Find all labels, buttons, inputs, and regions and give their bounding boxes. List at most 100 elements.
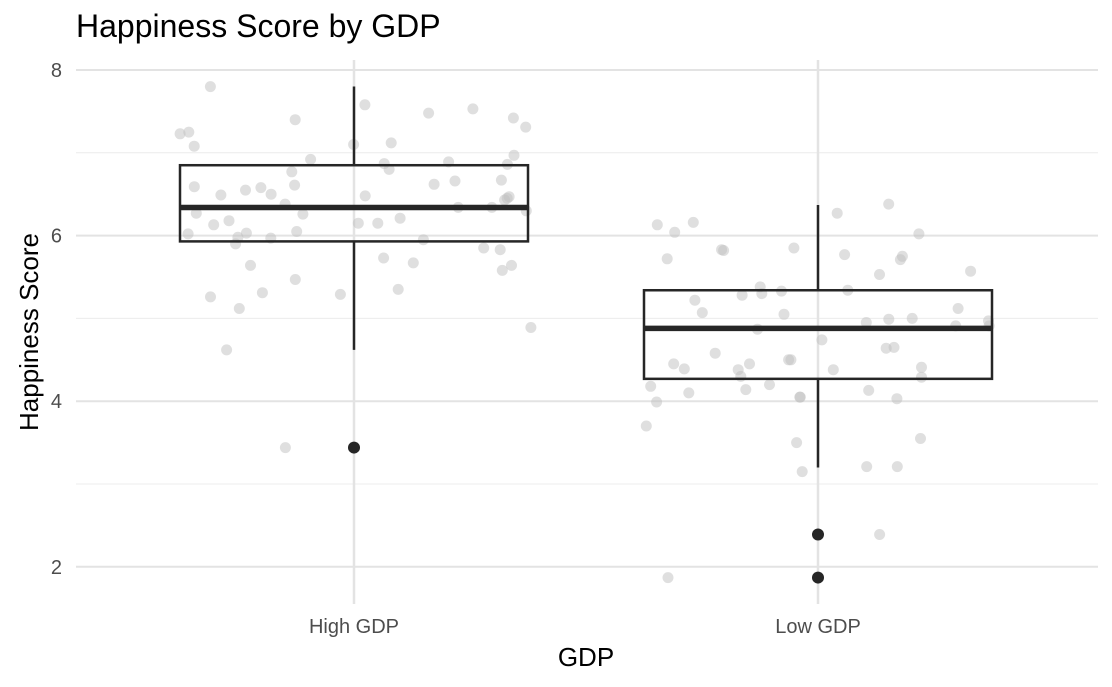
jitter-point	[204, 81, 216, 93]
jitter-point	[407, 257, 419, 269]
jitter-point	[286, 166, 298, 178]
jitter-point	[640, 420, 652, 432]
jitter-point	[423, 107, 435, 119]
jitter-point	[883, 198, 895, 210]
jitter-point	[839, 249, 851, 261]
jitter-point	[689, 294, 701, 306]
jitter-point	[906, 312, 918, 324]
jitter-point	[678, 363, 690, 375]
jitter-point	[495, 174, 507, 186]
jitter-point	[449, 175, 461, 187]
jitter-point	[190, 207, 202, 219]
jitter-point	[732, 364, 744, 376]
jitter-point	[305, 153, 317, 165]
jitter-point	[392, 283, 404, 295]
jitter-point	[916, 361, 927, 373]
jitter-point	[394, 212, 406, 224]
y-tick-label: 4	[51, 391, 62, 413]
jitter-point	[372, 217, 384, 229]
chart-title: Happiness Score by GDP	[76, 8, 441, 44]
jitter-point	[696, 307, 708, 319]
jitter-point	[816, 334, 828, 346]
jitter-point	[718, 245, 730, 256]
jitter-point	[651, 219, 663, 231]
jitter-point	[205, 291, 216, 303]
jitter-point	[182, 228, 194, 240]
jitter-point	[860, 317, 872, 328]
boxplot-high-gdp	[178, 86, 530, 454]
y-tick-label: 2	[51, 557, 62, 579]
jitter-point	[827, 364, 839, 376]
jitter-point	[796, 466, 808, 478]
jitter-point	[359, 190, 371, 202]
jitter-point	[506, 259, 517, 271]
jitter-point	[525, 322, 537, 333]
boxplot-low-gdp	[642, 204, 994, 584]
jitter-point	[791, 437, 803, 449]
jitter-point	[794, 391, 806, 403]
jitter-point	[683, 387, 695, 399]
jitter-point	[662, 572, 674, 584]
jitter-point	[289, 114, 301, 126]
jitter-point	[508, 149, 520, 161]
jitter-point	[208, 219, 220, 231]
jitter-point	[661, 253, 673, 265]
box	[642, 288, 994, 381]
y-axis: 2 4 6 8	[51, 60, 62, 579]
jitter-point	[740, 384, 752, 396]
jitter-point	[478, 242, 490, 254]
jitter-point	[297, 208, 309, 220]
jitter-point	[874, 529, 886, 540]
jitter-point	[687, 216, 699, 228]
jitter-point	[499, 194, 511, 206]
outlier-point	[812, 571, 824, 584]
jitter-point	[240, 184, 251, 196]
x-axis: High GDP Low GDP	[309, 616, 861, 638]
jitter-point	[279, 442, 291, 454]
jitter-point	[863, 384, 875, 396]
jitter-point	[736, 289, 748, 301]
jitter-point	[256, 287, 268, 299]
y-tick-label: 8	[51, 60, 62, 82]
jitter-point	[188, 181, 200, 193]
jitter-point	[334, 288, 346, 300]
jitter-point	[507, 112, 519, 124]
jitter-point	[520, 121, 532, 133]
jitter-point	[896, 250, 908, 262]
jitter-point	[709, 347, 721, 359]
jitter-point	[668, 358, 680, 370]
outlier-point	[348, 441, 360, 454]
jitter-point	[764, 379, 775, 391]
jitter-point	[232, 231, 244, 243]
jitter-point	[265, 188, 277, 200]
jitter-point	[245, 259, 256, 271]
jitter-point	[744, 358, 755, 370]
jitter-point	[359, 99, 371, 111]
jitter-point	[233, 303, 245, 314]
jitter-point	[417, 234, 429, 246]
jitter-point	[915, 433, 926, 444]
jitter-point	[352, 217, 364, 229]
jitter-point	[788, 242, 800, 254]
jitter-point	[916, 371, 927, 383]
jitter-point	[215, 189, 227, 201]
jitter-point	[861, 461, 873, 473]
jitter-point	[913, 228, 925, 240]
y-axis-title: Happiness Score	[14, 233, 44, 431]
gridlines	[76, 60, 1098, 604]
jitter-point	[494, 244, 506, 256]
jitter-point	[669, 226, 681, 238]
jitter-point	[651, 396, 663, 408]
jitter-point	[880, 342, 892, 354]
jitter-point	[831, 207, 843, 219]
jitter-point	[240, 227, 252, 239]
jitter-point	[778, 308, 790, 320]
jitter-point	[952, 303, 964, 314]
jitter-point	[891, 461, 903, 473]
jitter-point	[428, 178, 440, 190]
jitter-point	[645, 380, 657, 392]
outlier-point	[812, 528, 824, 541]
jitter-point	[891, 393, 903, 405]
jitter-point	[223, 215, 235, 227]
